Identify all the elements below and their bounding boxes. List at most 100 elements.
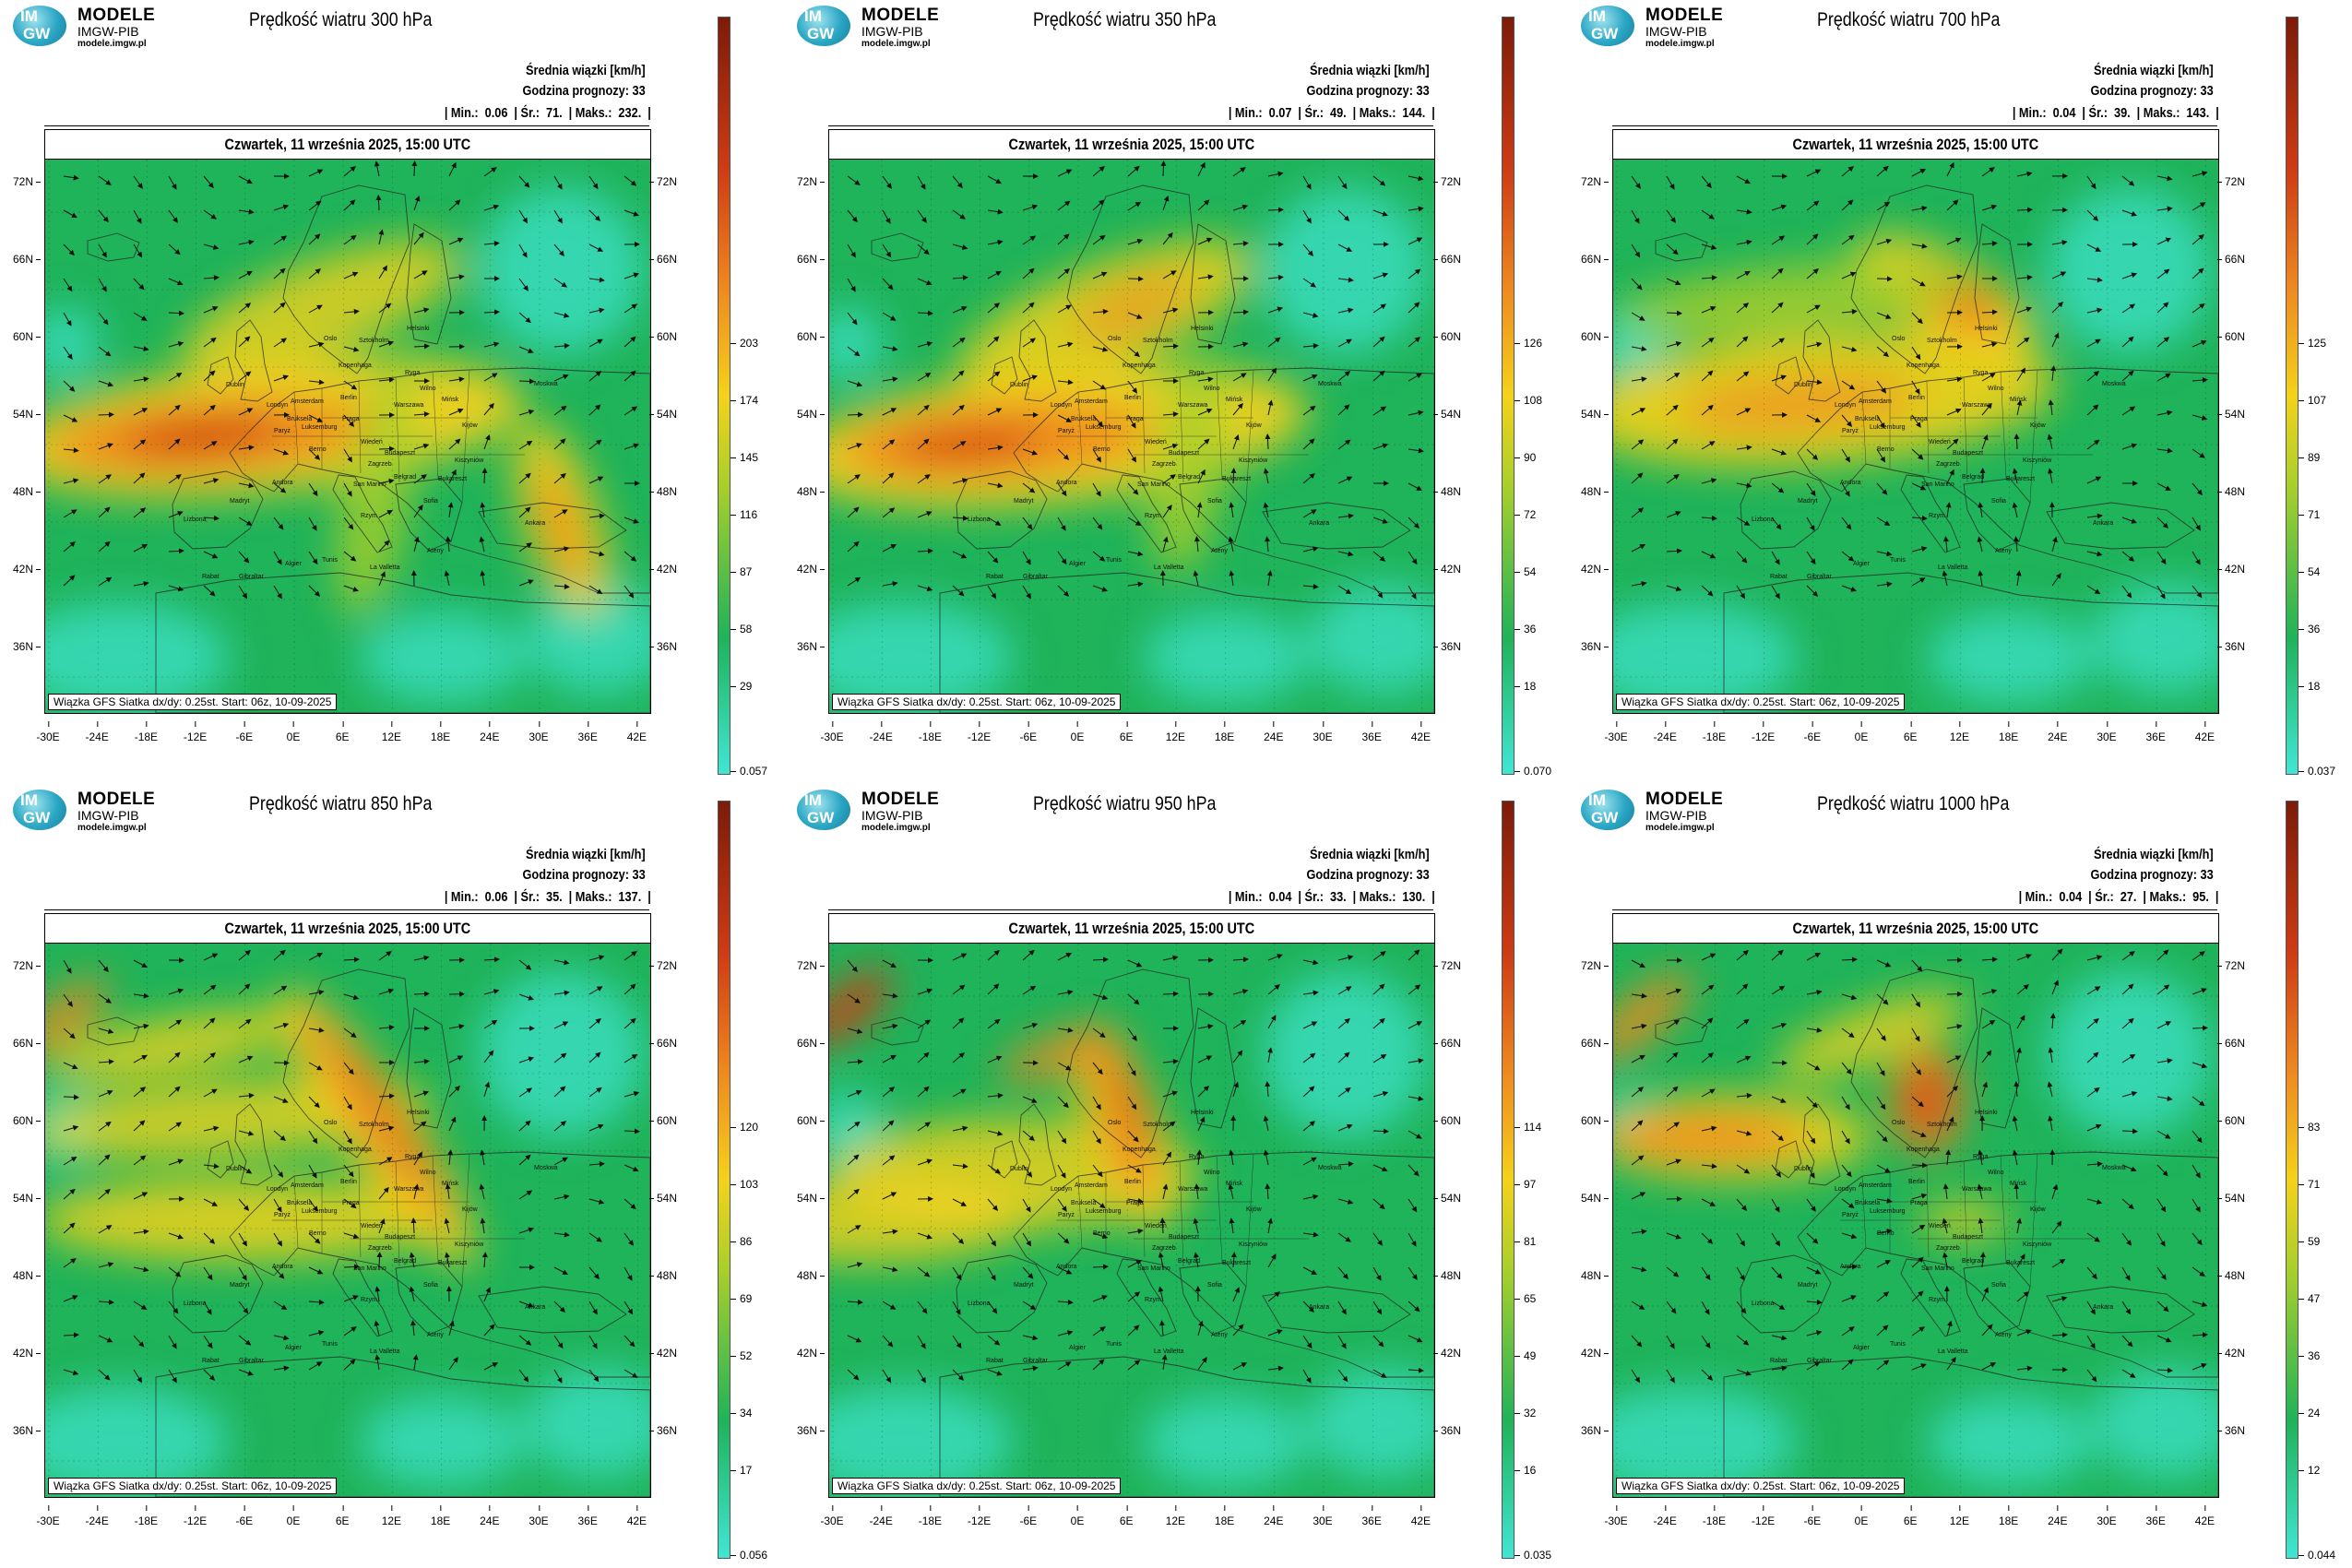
city-label: Kijów <box>1246 1206 1263 1213</box>
wind-arrow <box>1806 200 1820 211</box>
wind-arrow <box>133 376 149 383</box>
wind-arrow <box>1372 585 1384 599</box>
imgw-logo: IM GW MODELE IMGW-PIB modele.imgw.pl <box>13 790 160 833</box>
city-label: Amsterdam <box>291 398 324 405</box>
wind-arrow <box>518 378 535 385</box>
wind-arrow <box>133 278 145 291</box>
wind-arrow <box>273 585 282 600</box>
city-label: Belgrad <box>394 474 416 481</box>
stat-end-mark: | <box>647 105 651 121</box>
wind-arrow <box>133 1301 148 1310</box>
wind-arrow <box>2016 171 2033 177</box>
panel-title: Prędkość wiatru 300 hPa <box>249 9 433 30</box>
coastline-iberia <box>956 1254 1048 1334</box>
wind-arrow <box>2086 404 2099 416</box>
city-label: Sofia <box>1991 1282 2006 1289</box>
lat-label-left: 54N <box>1581 408 1610 421</box>
lat-label-left: 72N <box>1581 175 1610 188</box>
wind-arrow <box>2051 536 2058 552</box>
city-label: Lizbona <box>1752 517 1775 523</box>
wind-arrow <box>1302 959 1319 966</box>
wind-arrow <box>1092 448 1101 463</box>
scale-tick: 81 <box>1514 1235 1537 1248</box>
city-label: Moskwa <box>534 381 558 387</box>
wind-arrow <box>1193 570 1199 587</box>
scale-tick: 120 <box>730 1121 759 1134</box>
lon-label: 30E <box>1313 721 1333 743</box>
lat-label-right: 48N <box>2216 485 2246 498</box>
wind-arrow <box>1666 585 1682 592</box>
wind-arrow <box>1408 410 1424 416</box>
lat-label-left: 60N <box>797 1114 826 1127</box>
wind-arrow <box>203 404 216 416</box>
lon-label: 12E <box>381 1505 402 1527</box>
wind-arrow <box>553 959 570 966</box>
graticule <box>829 944 1434 1497</box>
city-label: Wiedeń <box>1145 439 1167 445</box>
lon-label: 0E <box>1070 721 1085 743</box>
city-label: Amsterdam <box>1075 398 1108 405</box>
lon-label: 0E <box>1854 1505 1869 1527</box>
lat-label-left: 60N <box>797 330 826 343</box>
city-label: Londyn <box>267 402 288 409</box>
lat-label-left: 66N <box>1581 1037 1610 1050</box>
wind-arrow <box>374 1354 381 1371</box>
stats-rule <box>1612 909 2217 910</box>
wind-arrow <box>1841 199 1854 211</box>
wind-arrow <box>1631 408 1646 416</box>
wind-arrow <box>2156 585 2166 600</box>
city-label: Sofia <box>423 1282 438 1289</box>
wind-arrow <box>343 165 356 177</box>
city-label: Oslo <box>324 336 338 342</box>
wind-arrow <box>203 1335 213 1349</box>
wind-arrow <box>1266 570 1273 587</box>
wind-arrow <box>1022 448 1039 456</box>
wind-arrow <box>518 579 534 587</box>
wind-arrow <box>1408 237 1423 245</box>
wind-arrow <box>1337 277 1354 283</box>
globe-logo-icon: IM GW <box>13 790 66 830</box>
city-label: Lizbona <box>968 517 991 523</box>
wind-arrow <box>63 1028 76 1039</box>
lat-label-right: 66N <box>2216 1037 2246 1050</box>
wind-arrow <box>203 1369 216 1381</box>
wind-arrow <box>1701 337 1715 348</box>
wind-arrow <box>63 1369 79 1376</box>
wind-arrow <box>1981 341 1998 348</box>
logo-name: MODELE <box>1645 6 1724 25</box>
scale-tick: 89 <box>2298 451 2321 464</box>
lat-label-right: 60N <box>2216 330 2246 343</box>
info-unit: Średnia wiązki [km/h] <box>526 63 646 78</box>
coastline-uk <box>1018 1103 1057 1186</box>
wind-arrow <box>308 304 323 314</box>
city-label: Ryga <box>1189 370 1204 376</box>
stat-end-mark: | <box>1431 105 1435 121</box>
wind-arrow <box>1911 346 1921 361</box>
wind-arrow <box>1372 303 1387 314</box>
wind-arrow <box>1229 502 1235 518</box>
wind-arrow <box>1736 445 1752 451</box>
city-label: Wilno <box>420 1170 436 1176</box>
city-label: Ryga <box>405 370 420 376</box>
info-forecast-hour: Godzina prognozy: 33 <box>1306 83 1430 99</box>
wind-arrow <box>63 1188 76 1200</box>
wind-arrow <box>917 372 932 382</box>
lat-label-left: 36N <box>1581 640 1610 653</box>
wind-arrow <box>2121 551 2135 562</box>
scale-tick: 72 <box>1514 508 1537 521</box>
coastline-uk <box>1018 319 1057 402</box>
lon-label: 30E <box>1313 1505 1333 1527</box>
wind-arrow <box>1162 270 1177 279</box>
wind-arrow <box>447 1149 454 1166</box>
panel-title: Prędkość wiatru 950 hPa <box>1033 793 1217 814</box>
lat-label-left: 60N <box>1581 1114 1610 1127</box>
logo-mark-bottom: GW <box>1591 809 1619 826</box>
logo-url: modele.imgw.pl <box>1645 823 1715 833</box>
city-label: Andora <box>272 1264 293 1270</box>
wind-arrow <box>553 1266 568 1275</box>
lat-label-right: 72N <box>1432 175 1462 188</box>
wind-arrow <box>588 244 604 252</box>
lon-label: 36E <box>577 1505 598 1527</box>
wind-arrow <box>447 502 454 518</box>
lon-label: 36E <box>577 721 598 743</box>
